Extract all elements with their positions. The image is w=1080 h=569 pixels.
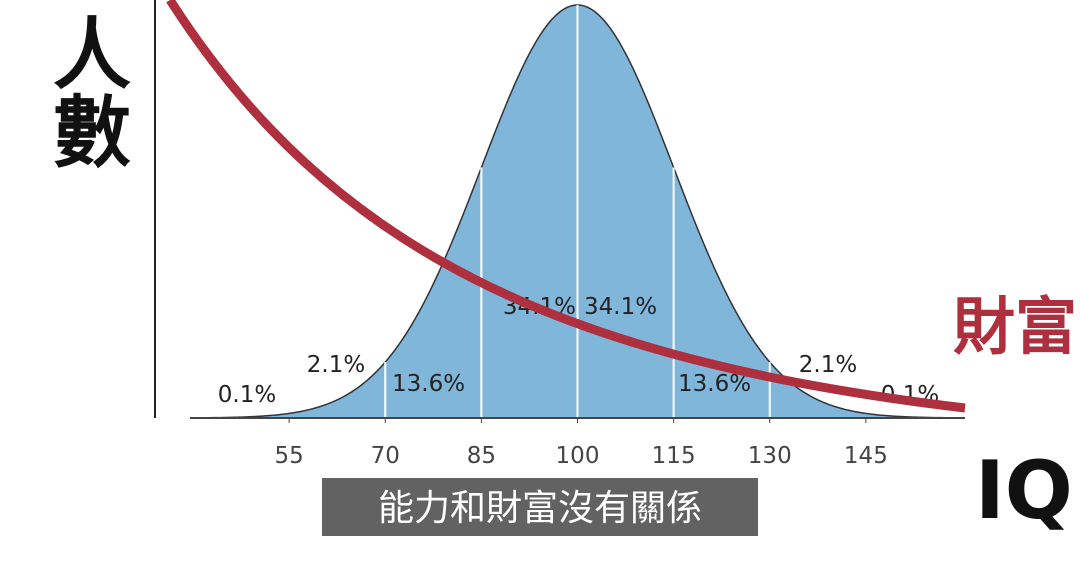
x-tick-label: 85 xyxy=(467,443,496,469)
segment xyxy=(481,5,578,418)
value-label: 2.1% xyxy=(799,352,857,378)
value-label: 13.6% xyxy=(392,371,465,397)
segment xyxy=(577,5,674,418)
wealth-label: 財富 xyxy=(953,290,1077,363)
value-label: 13.6% xyxy=(678,371,751,397)
segment xyxy=(289,362,386,418)
segment xyxy=(769,362,866,418)
value-label: 0.1% xyxy=(218,382,276,408)
x-tick-label: 100 xyxy=(556,443,600,469)
segment xyxy=(865,413,962,418)
x-tick-label: 55 xyxy=(274,443,303,469)
x-tick-label: 115 xyxy=(652,443,696,469)
x-tick-label: 70 xyxy=(371,443,400,469)
value-label: 2.1% xyxy=(307,352,365,378)
x-tick-label: 145 xyxy=(844,443,888,469)
x-tick-label: 130 xyxy=(748,443,792,469)
segments xyxy=(192,4,963,419)
segment xyxy=(193,413,290,418)
x-axis-label: IQ xyxy=(975,444,1073,537)
y-axis-label: 人數 xyxy=(40,13,131,169)
wealth-curve xyxy=(166,0,966,413)
caption-box xyxy=(322,478,758,536)
caption: 能力和財富沒有關係 xyxy=(378,488,702,529)
value-label: 34.1% xyxy=(584,294,657,320)
